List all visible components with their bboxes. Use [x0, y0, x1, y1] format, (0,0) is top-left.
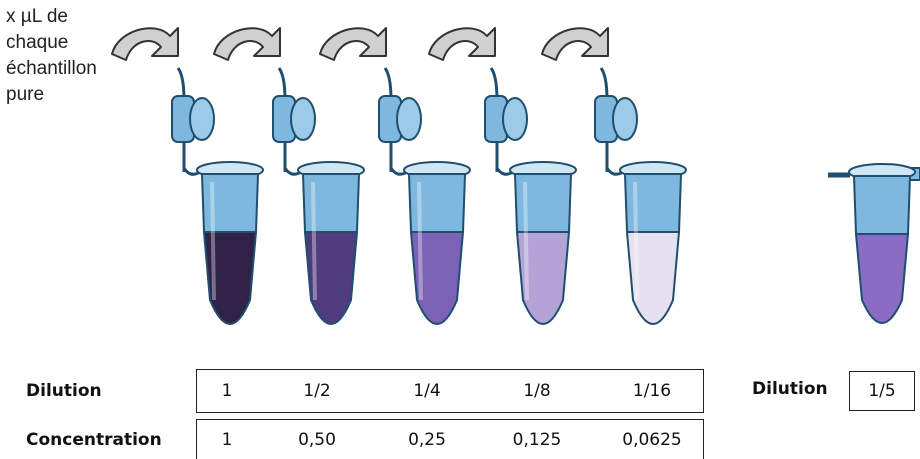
transfer-arrow-icon — [319, 27, 387, 61]
dilution-cell: 1/16 — [632, 381, 672, 401]
transfer-arrow-icon — [111, 27, 179, 61]
dilution-cell: 1/2 — [303, 381, 331, 401]
transfer-arrow-icon — [213, 27, 281, 61]
dilution-cell: 1/4 — [413, 381, 441, 401]
side-dilution-value: 1/5 — [849, 371, 915, 411]
caption-line: échantillon — [6, 58, 97, 79]
transfer-arrow-icon — [541, 27, 609, 61]
dilution-row: 1 1/2 1/4 1/8 1/16 — [196, 369, 704, 413]
dilution-row-label: Dilution — [26, 381, 102, 401]
sample-tube — [828, 163, 920, 324]
concentration-cell: 0,50 — [298, 429, 336, 450]
sample-caption: x µL de chaque échantillon pure — [6, 4, 176, 108]
caption-line: x µL de — [6, 6, 69, 27]
dilution-tube — [484, 67, 577, 325]
concentration-cell: 1 — [221, 429, 233, 450]
dilution-tube — [171, 67, 264, 325]
dilution-tube — [594, 67, 687, 325]
dilution-cell: 1/8 — [523, 381, 551, 401]
side-dilution-label: Dilution — [752, 379, 828, 399]
dilution-tube — [272, 67, 365, 325]
concentration-row: 1 0,50 0,25 0,125 0,0625 — [196, 419, 704, 459]
dilution-tube — [378, 67, 471, 325]
caption-line: chaque — [6, 32, 69, 53]
concentration-cell: 0,25 — [408, 429, 446, 450]
transfer-arrow-icon — [428, 27, 496, 61]
concentration-row-label: Concentration — [26, 430, 162, 450]
dilution-cell: 1 — [221, 381, 233, 401]
caption-line: pure — [6, 84, 45, 105]
concentration-cell: 0,0625 — [622, 429, 682, 450]
concentration-cell: 0,125 — [512, 429, 562, 450]
